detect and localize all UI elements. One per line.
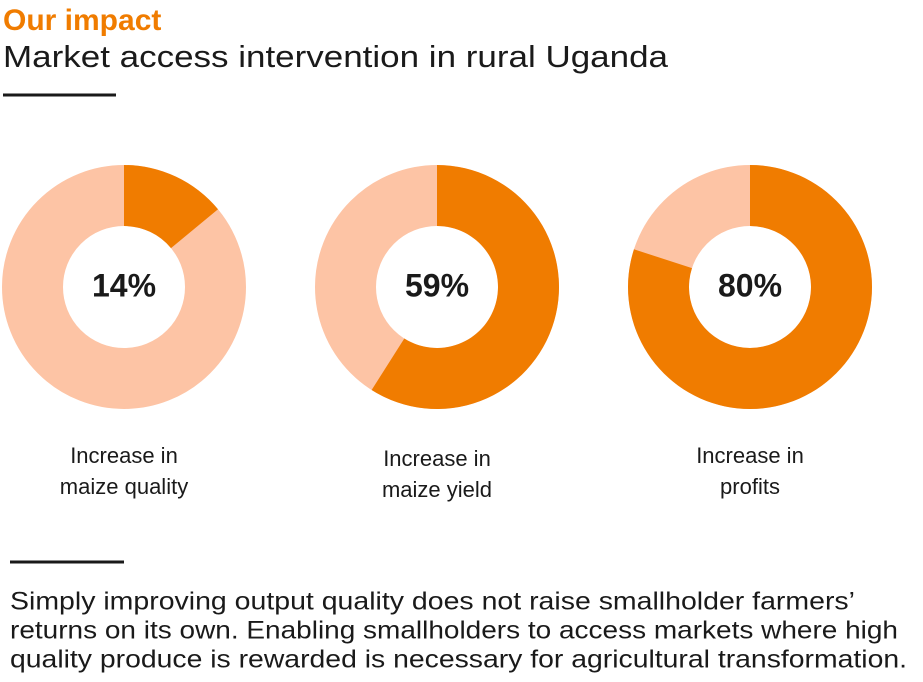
- donut-label: maize yield: [382, 477, 492, 502]
- donut-label: Increase in: [383, 446, 491, 471]
- value-label: 80%: [718, 267, 782, 303]
- donut-label: Increase in: [696, 443, 804, 468]
- donut-segment: [628, 165, 872, 409]
- donut-label: profits: [720, 474, 780, 499]
- footnote: Simply improving output quality does not…: [10, 588, 855, 616]
- subtitle: Market access intervention in rural Ugan…: [3, 39, 669, 74]
- value-label: 59%: [405, 267, 469, 303]
- footnote: quality produce is rewarded is necessary…: [10, 646, 907, 674]
- donut-segment: [124, 165, 219, 249]
- title: Our impact: [3, 4, 161, 37]
- donut-segment: [371, 165, 559, 409]
- donut-label: maize quality: [60, 474, 188, 499]
- footnote: returns on its own. Enabling smallholder…: [10, 617, 898, 645]
- donut-label: Increase in: [70, 443, 178, 468]
- value-label: 14%: [92, 267, 156, 303]
